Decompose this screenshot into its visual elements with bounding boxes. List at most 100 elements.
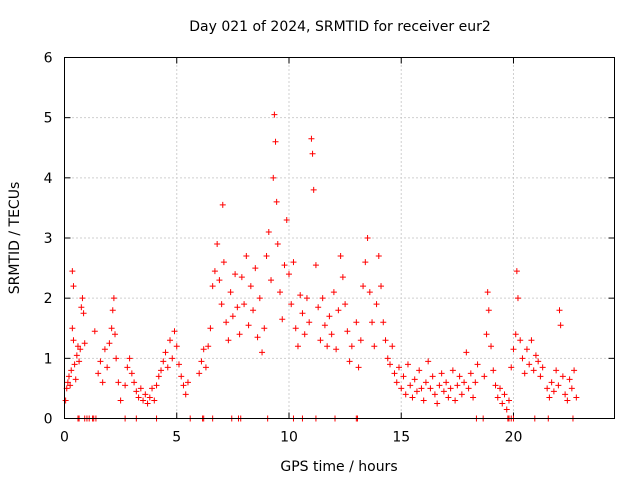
data-point (559, 373, 566, 380)
data-point (411, 376, 418, 383)
data-point (207, 325, 214, 332)
data-point (205, 343, 212, 350)
data-point (449, 367, 456, 374)
data-point (261, 325, 268, 332)
data-point (310, 186, 317, 193)
data-point (562, 391, 569, 398)
data-point (548, 379, 555, 386)
data-point (375, 253, 382, 260)
x-tick-label: 20 (505, 430, 523, 446)
data-point (324, 343, 331, 350)
data-point (404, 361, 411, 368)
data-point (77, 346, 84, 353)
data-point (95, 370, 102, 377)
data-point (70, 283, 77, 290)
data-point (149, 385, 156, 392)
data-point (463, 349, 470, 356)
data-point (535, 358, 542, 365)
x-tick-label: 10 (280, 430, 298, 446)
data-point (357, 337, 364, 344)
data-point (303, 295, 310, 302)
data-point (171, 328, 178, 335)
data-point (395, 364, 402, 371)
data-point (110, 295, 117, 302)
data-point (514, 295, 521, 302)
data-point (225, 337, 232, 344)
data-point (162, 349, 169, 356)
data-point (532, 352, 539, 359)
data-point (461, 379, 468, 386)
data-point (200, 346, 207, 353)
data-point (494, 394, 501, 401)
data-point (503, 406, 510, 413)
data-point (387, 361, 394, 368)
data-point (245, 322, 252, 329)
data-point (505, 397, 512, 404)
data-point (490, 367, 497, 374)
data-point (429, 373, 436, 380)
data-point (484, 289, 491, 296)
y-tick-label: 0 (44, 412, 53, 428)
data-point (328, 331, 335, 338)
data-point (499, 400, 506, 407)
data-point (465, 385, 472, 392)
data-point (380, 319, 387, 326)
data-point (539, 364, 546, 371)
data-point (81, 340, 88, 347)
data-point (229, 313, 236, 320)
data-point (431, 391, 438, 398)
data-point (337, 253, 344, 260)
data-point (281, 262, 288, 269)
y-tick-label: 3 (44, 231, 53, 247)
data-point (485, 307, 492, 314)
data-point (330, 289, 337, 296)
data-point (501, 391, 508, 398)
data-point (573, 394, 580, 401)
data-point (126, 355, 133, 362)
data-point (137, 385, 144, 392)
y-tick-label: 2 (44, 291, 53, 307)
data-point (550, 388, 557, 395)
data-point (160, 358, 167, 365)
data-point (250, 307, 257, 314)
data-point (283, 216, 290, 223)
data-point (373, 301, 380, 308)
data-point (422, 379, 429, 386)
data-point (211, 268, 218, 275)
data-point (122, 382, 129, 389)
data-point (413, 388, 420, 395)
data-point (146, 394, 153, 401)
data-point (128, 370, 135, 377)
data-point (259, 349, 266, 356)
data-point (319, 295, 326, 302)
data-point (427, 385, 434, 392)
data-point (236, 331, 243, 338)
data-point (196, 370, 203, 377)
data-point (108, 325, 115, 332)
data-point (155, 373, 162, 380)
y-tick-label: 4 (44, 171, 53, 187)
data-point (297, 292, 304, 299)
data-point (299, 310, 306, 317)
data-point (492, 382, 499, 389)
data-point (78, 304, 85, 311)
data-point (243, 253, 250, 260)
data-point (263, 253, 270, 260)
data-point (362, 259, 369, 266)
data-point (371, 343, 378, 350)
data-point (214, 241, 221, 248)
data-point (321, 322, 328, 329)
data-point (117, 397, 124, 404)
data-points (62, 111, 580, 422)
data-point (167, 337, 174, 344)
data-point (241, 301, 248, 308)
data-point (271, 111, 278, 118)
data-point (202, 364, 209, 371)
data-point (353, 319, 360, 326)
data-point (173, 343, 180, 350)
data-point (384, 355, 391, 362)
data-point (164, 364, 171, 371)
data-point (544, 385, 551, 392)
data-point (97, 358, 104, 365)
